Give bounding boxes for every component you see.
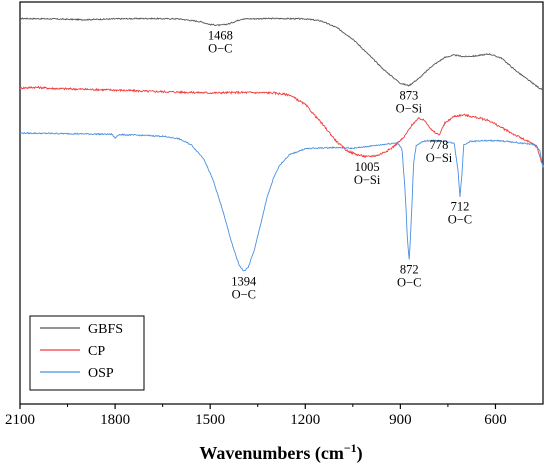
peak-annotation-712: 712 O−C: [448, 200, 472, 227]
legend-label-gbfs: GBFS: [88, 322, 123, 337]
legend: GBFS CP OSP: [29, 315, 145, 391]
peak-annotation-1005: 1005 O−Si: [354, 160, 381, 187]
peak-annotation-1468: 1468 O−C: [208, 28, 233, 55]
x-tick-label-1500: 1500: [195, 412, 225, 428]
legend-label-cp: CP: [88, 344, 105, 359]
x-tick-label-900: 900: [389, 412, 412, 428]
peak-annotation-1394: 1394 O−C: [231, 274, 257, 301]
x-axis-label: Wavenumbers (cm−1): [199, 441, 362, 464]
peak-annotations: 1468 O−C 873 O−Si 1005 O−Si 778 O−Si 712 O−C 872 O−…: [208, 28, 472, 301]
x-tick-label-1200: 1200: [290, 412, 320, 428]
x-tick-label-1800: 1800: [100, 412, 130, 428]
peak-annotation-873: 873 O−Si: [396, 89, 423, 116]
series-layer: [19, 17, 544, 272]
x-tick-label-600: 600: [484, 412, 507, 428]
series-line-cp: [19, 85, 544, 168]
peak-annotation-778: 778 O−Si: [426, 138, 453, 165]
x-tick-label-2100: 2100: [5, 412, 35, 428]
legend-label-osp: OSP: [88, 366, 114, 381]
series-line-gbfs: [20, 17, 544, 90]
series-line-osp: [19, 131, 544, 272]
x-axis-ticks: 2100 1800 1500 1200 900 600: [5, 404, 507, 428]
legend-box: [29, 315, 145, 391]
plot-frame: [19, 1, 544, 405]
peak-annotation-872: 872 O−C: [397, 262, 421, 289]
